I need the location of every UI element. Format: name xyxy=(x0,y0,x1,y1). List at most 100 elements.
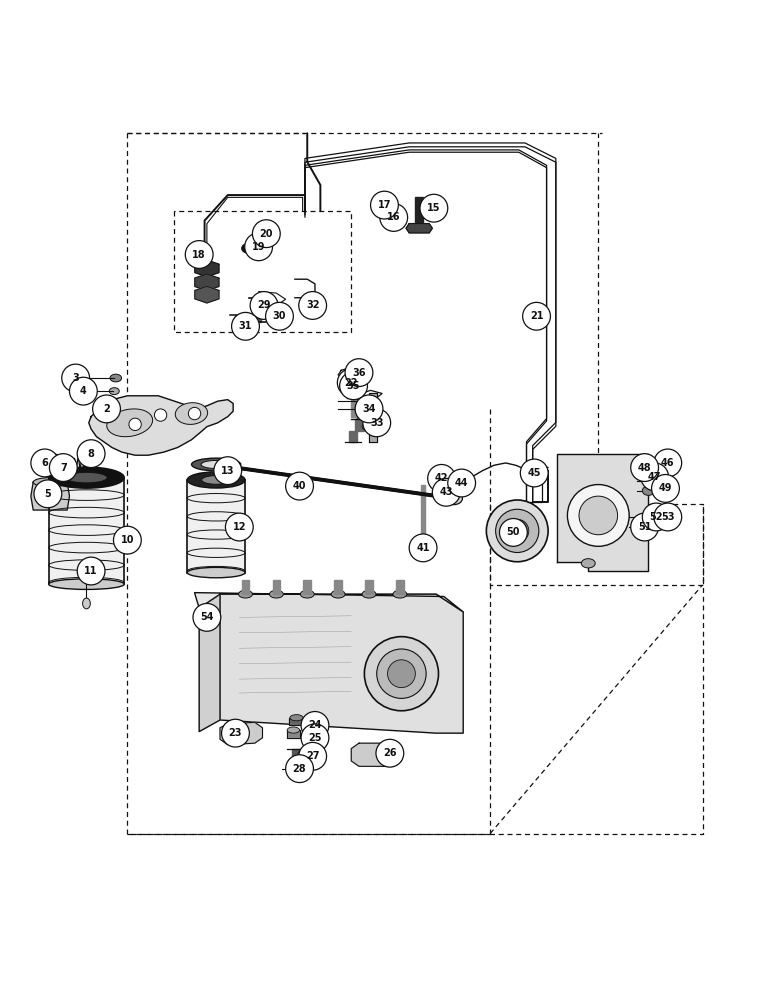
Circle shape xyxy=(222,719,249,747)
Ellipse shape xyxy=(201,476,231,484)
Circle shape xyxy=(364,637,438,711)
Text: 52: 52 xyxy=(649,512,663,522)
Polygon shape xyxy=(351,370,357,417)
Polygon shape xyxy=(334,580,342,594)
Ellipse shape xyxy=(83,598,90,609)
Circle shape xyxy=(409,534,437,562)
Ellipse shape xyxy=(634,523,645,531)
Text: 8: 8 xyxy=(88,449,94,459)
Circle shape xyxy=(652,475,679,502)
Ellipse shape xyxy=(109,388,119,395)
Text: 35: 35 xyxy=(347,381,361,391)
Circle shape xyxy=(129,418,141,431)
Text: 17: 17 xyxy=(378,200,391,210)
Circle shape xyxy=(642,503,670,531)
Circle shape xyxy=(77,557,105,585)
Circle shape xyxy=(377,649,426,698)
Circle shape xyxy=(355,395,383,423)
Circle shape xyxy=(270,299,278,307)
Ellipse shape xyxy=(393,590,407,598)
Circle shape xyxy=(185,241,213,268)
Ellipse shape xyxy=(633,464,645,474)
Text: 12: 12 xyxy=(232,522,246,532)
Ellipse shape xyxy=(287,727,300,733)
Text: 23: 23 xyxy=(229,728,242,738)
Ellipse shape xyxy=(645,513,655,521)
Circle shape xyxy=(77,440,105,468)
Circle shape xyxy=(523,302,550,330)
Text: 50: 50 xyxy=(506,527,520,537)
Circle shape xyxy=(188,407,201,420)
Circle shape xyxy=(299,292,327,319)
Ellipse shape xyxy=(300,590,314,598)
Circle shape xyxy=(260,295,268,303)
Circle shape xyxy=(506,519,529,542)
Polygon shape xyxy=(287,730,300,738)
Text: 6: 6 xyxy=(42,458,48,468)
Text: 34: 34 xyxy=(362,404,376,414)
Ellipse shape xyxy=(657,513,668,521)
Circle shape xyxy=(380,204,408,231)
Ellipse shape xyxy=(331,590,345,598)
Text: 41: 41 xyxy=(416,543,430,553)
Text: 49: 49 xyxy=(659,483,672,493)
Circle shape xyxy=(654,449,682,477)
Ellipse shape xyxy=(362,590,376,598)
Circle shape xyxy=(225,513,253,541)
Ellipse shape xyxy=(642,476,655,485)
Polygon shape xyxy=(235,315,243,332)
Circle shape xyxy=(252,220,280,248)
Ellipse shape xyxy=(175,403,208,424)
Ellipse shape xyxy=(581,559,595,568)
Text: 31: 31 xyxy=(239,321,252,331)
Circle shape xyxy=(432,478,460,506)
Text: 29: 29 xyxy=(257,300,271,310)
Polygon shape xyxy=(292,749,303,759)
Circle shape xyxy=(232,312,259,340)
Text: 13: 13 xyxy=(221,466,235,476)
Text: 2: 2 xyxy=(103,404,110,414)
Circle shape xyxy=(301,712,329,739)
Circle shape xyxy=(448,469,476,497)
Ellipse shape xyxy=(259,226,269,231)
Circle shape xyxy=(93,395,120,423)
Ellipse shape xyxy=(298,751,307,757)
Text: 36: 36 xyxy=(352,368,366,378)
Polygon shape xyxy=(195,593,463,612)
Text: 7: 7 xyxy=(60,463,66,473)
Ellipse shape xyxy=(188,472,245,488)
Polygon shape xyxy=(415,197,423,224)
Polygon shape xyxy=(259,228,269,238)
Ellipse shape xyxy=(290,715,303,721)
Circle shape xyxy=(520,459,548,487)
Text: 43: 43 xyxy=(439,487,453,497)
Circle shape xyxy=(299,742,327,770)
Text: 28: 28 xyxy=(293,764,306,774)
Polygon shape xyxy=(49,478,124,584)
Text: 42: 42 xyxy=(435,473,449,483)
Circle shape xyxy=(266,302,293,330)
Polygon shape xyxy=(231,467,459,499)
Circle shape xyxy=(340,372,367,400)
Polygon shape xyxy=(557,454,648,571)
Ellipse shape xyxy=(357,413,366,420)
Circle shape xyxy=(420,194,448,222)
Ellipse shape xyxy=(33,478,67,487)
Circle shape xyxy=(69,377,97,405)
Circle shape xyxy=(301,724,329,752)
Circle shape xyxy=(631,513,659,541)
Polygon shape xyxy=(351,743,401,766)
Ellipse shape xyxy=(445,492,462,505)
Ellipse shape xyxy=(81,441,96,451)
Ellipse shape xyxy=(188,567,245,578)
Ellipse shape xyxy=(642,486,655,495)
Polygon shape xyxy=(220,722,262,745)
Polygon shape xyxy=(365,580,373,594)
Circle shape xyxy=(428,464,455,492)
Text: 18: 18 xyxy=(192,250,206,260)
Polygon shape xyxy=(383,219,401,224)
Polygon shape xyxy=(454,475,465,483)
Ellipse shape xyxy=(222,460,236,475)
Circle shape xyxy=(654,503,682,531)
Text: 24: 24 xyxy=(308,720,322,730)
